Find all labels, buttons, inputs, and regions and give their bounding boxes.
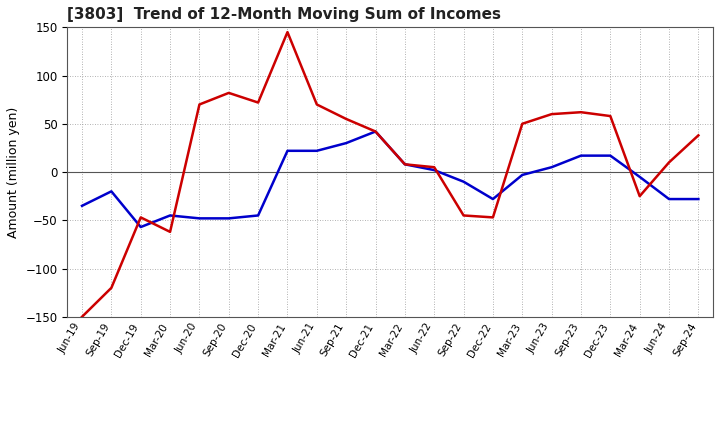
Y-axis label: Amount (million yen): Amount (million yen) [7,106,20,238]
Net Income [400,161,409,167]
Ordinary Income [400,161,409,167]
Net Income [107,285,116,290]
Net Income [195,102,204,107]
Ordinary Income [606,153,615,158]
Ordinary Income [78,203,86,209]
Ordinary Income [430,168,438,173]
Ordinary Income [225,216,233,221]
Line: Ordinary Income: Ordinary Income [82,132,698,227]
Ordinary Income [166,213,174,218]
Net Income [665,160,673,165]
Ordinary Income [372,129,380,134]
Net Income [635,194,644,199]
Net Income [166,229,174,235]
Ordinary Income [665,196,673,202]
Ordinary Income [195,216,204,221]
Ordinary Income [254,213,263,218]
Net Income [342,116,351,121]
Net Income [430,165,438,170]
Ordinary Income [136,224,145,230]
Ordinary Income [459,179,468,184]
Ordinary Income [547,165,556,170]
Line: Net Income: Net Income [82,32,698,317]
Net Income [136,215,145,220]
Ordinary Income [342,140,351,146]
Net Income [577,110,585,115]
Ordinary Income [635,174,644,180]
Text: [3803]  Trend of 12-Month Moving Sum of Incomes: [3803] Trend of 12-Month Moving Sum of I… [68,7,501,22]
Net Income [489,215,498,220]
Net Income [283,29,292,35]
Net Income [312,102,321,107]
Ordinary Income [283,148,292,154]
Ordinary Income [312,148,321,154]
Net Income [518,121,526,126]
Net Income [459,213,468,218]
Net Income [547,111,556,117]
Ordinary Income [518,172,526,178]
Net Income [78,314,86,319]
Net Income [694,133,703,138]
Ordinary Income [577,153,585,158]
Net Income [606,114,615,119]
Net Income [225,90,233,95]
Net Income [372,129,380,134]
Ordinary Income [694,196,703,202]
Net Income [254,100,263,105]
Ordinary Income [107,189,116,194]
Ordinary Income [489,196,498,202]
